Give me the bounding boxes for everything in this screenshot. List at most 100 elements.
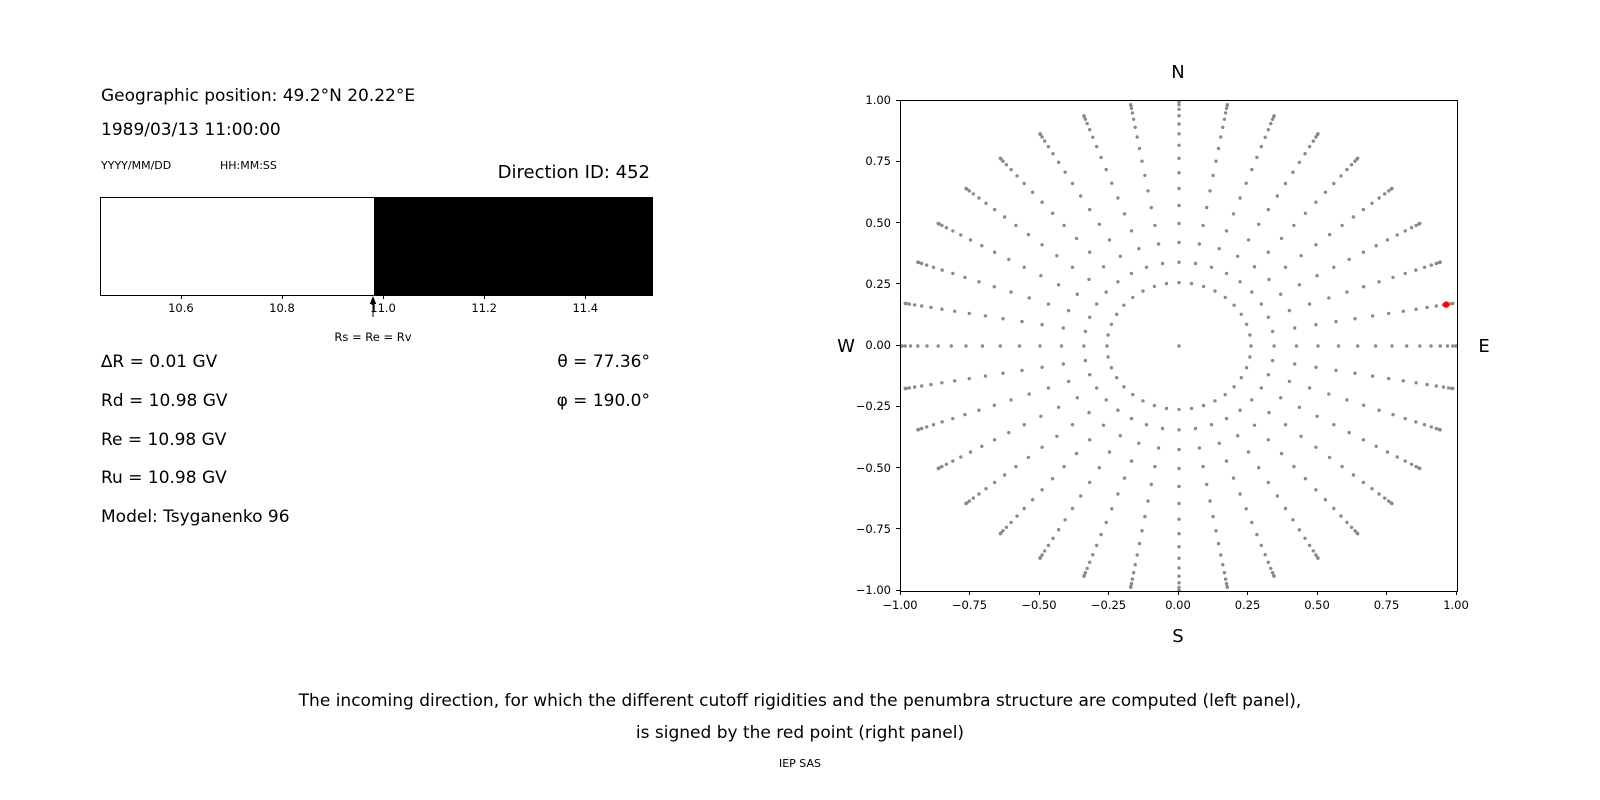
- grid-dot: [1061, 362, 1065, 366]
- grid-dot: [998, 344, 1002, 348]
- grid-dot: [1095, 302, 1099, 306]
- grid-dot: [1070, 506, 1075, 511]
- grid-dot: [1445, 344, 1450, 348]
- penumbra-x-axis: 10.6 10.8 11.0 11.2 11.4: [100, 295, 651, 325]
- grid-dot: [1257, 466, 1261, 470]
- grid-dot: [1279, 236, 1284, 241]
- grid-dot: [936, 344, 940, 348]
- grid-dot: [1438, 428, 1442, 432]
- grid-dot: [925, 344, 929, 348]
- grid-dot: [1279, 396, 1283, 400]
- grid-dot: [1189, 281, 1194, 286]
- grid-dot: [912, 303, 917, 307]
- grid-dot: [1238, 280, 1242, 284]
- grid-dot: [1001, 529, 1005, 533]
- grid-dot: [1131, 571, 1136, 575]
- grid-dot: [1345, 167, 1349, 172]
- grid-dot: [1116, 196, 1120, 200]
- grid-dot: [1075, 292, 1079, 296]
- grid-dot: [1263, 553, 1267, 557]
- grid-dot: [1362, 403, 1366, 407]
- grid-dot: [1109, 366, 1114, 370]
- rigidity-values-block: ∆R = 0.01 GV Rd = 10.98 GV Re = 10.98 GV Ru…: [101, 352, 290, 546]
- grid-dot: [959, 455, 963, 459]
- grid-dot: [1193, 426, 1198, 431]
- grid-dot: [1332, 423, 1336, 427]
- grid-dot: [1387, 311, 1391, 316]
- grid-dot: [1403, 416, 1407, 421]
- grid-dot: [1106, 355, 1110, 359]
- grid-dot: [944, 226, 949, 230]
- grid-dot: [1135, 135, 1139, 139]
- grid-dot: [1345, 290, 1349, 294]
- grid-dot: [1133, 563, 1137, 567]
- grid-dot: [1177, 407, 1181, 412]
- grid-dot: [1177, 589, 1181, 591]
- x-tick-mark: [1386, 591, 1387, 595]
- grid-dot: [1129, 103, 1133, 107]
- grid-dot: [1143, 514, 1147, 519]
- grid-dot: [1213, 399, 1217, 403]
- grid-dot: [1377, 408, 1381, 412]
- grid-dot: [1351, 215, 1356, 219]
- grid-dot: [1070, 265, 1075, 269]
- grid-dot: [1177, 114, 1181, 118]
- grid-dot: [1250, 167, 1254, 172]
- grid-dot: [998, 156, 1002, 160]
- phi-value: φ = 190.0°: [556, 391, 650, 411]
- grid-dot: [1339, 174, 1343, 178]
- grid-dot: [1130, 111, 1135, 115]
- grid-dot: [1303, 477, 1308, 481]
- grid-dot: [1056, 528, 1061, 532]
- grid-dot: [1291, 518, 1295, 522]
- grid-dot: [967, 376, 971, 381]
- grid-dot: [1401, 379, 1405, 383]
- grid-dot: [936, 221, 940, 226]
- grid-dot: [953, 379, 957, 383]
- compass-east-label: E: [1478, 336, 1490, 357]
- grid-dot: [931, 423, 936, 427]
- grid-dot: [1193, 261, 1198, 266]
- grid-dot: [1001, 371, 1005, 375]
- grid-dot: [916, 344, 920, 348]
- grid-dot: [1297, 160, 1302, 164]
- penumbra-tick-label: 11.0: [370, 301, 396, 315]
- grid-dot: [1097, 222, 1101, 226]
- grid-dot: [1314, 488, 1318, 492]
- date-format-label: YYYY/MM/DD: [101, 159, 172, 172]
- grid-dot: [1356, 156, 1360, 160]
- grid-dot: [1156, 446, 1161, 450]
- x-tick-mark: [969, 591, 970, 595]
- caption-line-2: is signed by the red point (right panel): [635, 723, 965, 743]
- geographic-position-text: Geographic position: 49.2°N 20.22°E: [101, 86, 416, 106]
- grid-dot: [977, 280, 981, 284]
- y-tick-label: −0.75: [855, 521, 891, 536]
- grid-dot: [1095, 543, 1099, 548]
- grid-dot: [968, 238, 973, 242]
- penumbra-tick-label: 10.8: [269, 301, 295, 315]
- grid-dot: [1311, 139, 1315, 143]
- penumbra-tick-mark: [383, 295, 385, 299]
- grid-dot: [940, 420, 944, 424]
- grid-dot: [1316, 556, 1320, 560]
- grid-dot: [1091, 135, 1095, 139]
- info-line: Ru = 10.98 GV: [101, 468, 227, 489]
- grid-dot: [1177, 581, 1181, 585]
- info-line: Re = 10.98 GV: [101, 429, 227, 450]
- grid-dot: [1336, 344, 1341, 348]
- grid-dot: [1272, 574, 1276, 578]
- grid-dot: [1056, 160, 1061, 164]
- grid-dot: [1418, 221, 1422, 226]
- grid-dot: [1370, 374, 1375, 378]
- grid-dot: [1088, 315, 1092, 319]
- grid-dot: [1275, 494, 1279, 498]
- grid-dot: [998, 532, 1002, 536]
- grid-dot: [1007, 430, 1011, 435]
- grid-dot: [944, 462, 949, 466]
- grid-dot: [1345, 520, 1349, 525]
- grid-dot: [1153, 223, 1157, 228]
- grid-dot: [1385, 238, 1390, 242]
- grid-dot: [1101, 265, 1106, 269]
- grid-dot: [907, 386, 912, 390]
- grid-dot: [1351, 473, 1356, 477]
